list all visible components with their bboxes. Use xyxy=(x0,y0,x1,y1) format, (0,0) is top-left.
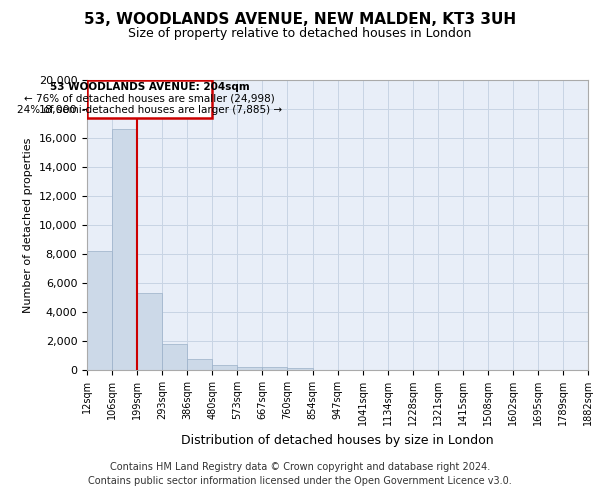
Y-axis label: Number of detached properties: Number of detached properties xyxy=(23,138,33,312)
Bar xyxy=(137,293,162,370)
Bar xyxy=(87,251,112,370)
Bar xyxy=(162,344,187,370)
Bar xyxy=(87,80,212,118)
Bar xyxy=(212,365,238,370)
Bar xyxy=(187,359,212,370)
Bar xyxy=(238,367,262,370)
Bar xyxy=(287,368,313,370)
Text: 53 WOODLANDS AVENUE: 204sqm: 53 WOODLANDS AVENUE: 204sqm xyxy=(50,82,250,92)
Text: Contains HM Land Registry data © Crown copyright and database right 2024.: Contains HM Land Registry data © Crown c… xyxy=(110,462,490,472)
Text: Contains public sector information licensed under the Open Government Licence v3: Contains public sector information licen… xyxy=(88,476,512,486)
Bar xyxy=(262,367,287,370)
Text: Size of property relative to detached houses in London: Size of property relative to detached ho… xyxy=(128,28,472,40)
X-axis label: Distribution of detached houses by size in London: Distribution of detached houses by size … xyxy=(181,434,494,446)
Text: 24% of semi-detached houses are larger (7,885) →: 24% of semi-detached houses are larger (… xyxy=(17,105,282,115)
Text: 53, WOODLANDS AVENUE, NEW MALDEN, KT3 3UH: 53, WOODLANDS AVENUE, NEW MALDEN, KT3 3U… xyxy=(84,12,516,28)
Text: ← 76% of detached houses are smaller (24,998): ← 76% of detached houses are smaller (24… xyxy=(25,94,275,104)
Bar xyxy=(112,130,137,370)
